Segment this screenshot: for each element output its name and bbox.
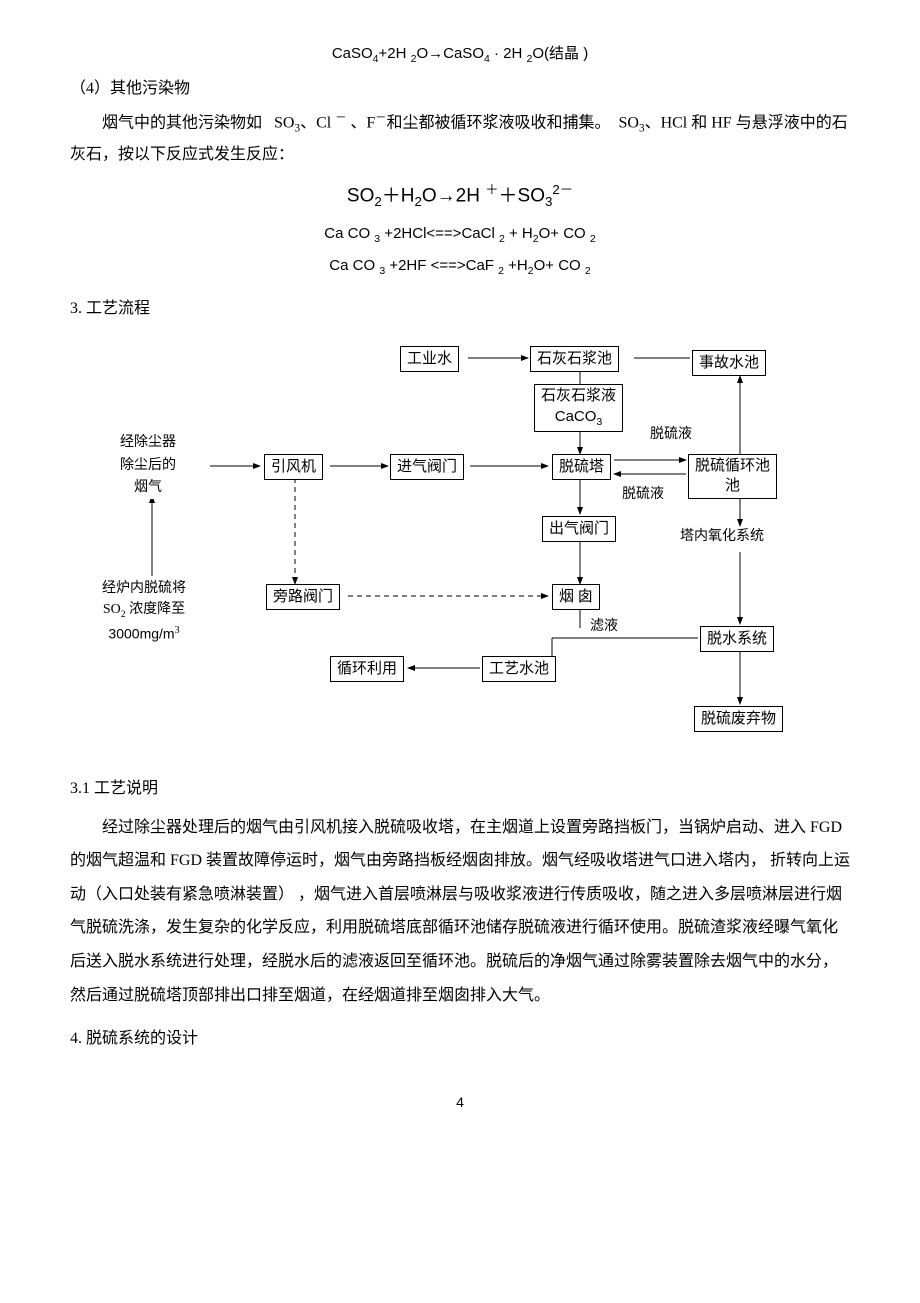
label-filtrate: 滤液 bbox=[588, 618, 620, 636]
node-inlet-valve: 进气阀门 bbox=[390, 454, 464, 480]
section-3-1-heading: 3.1 工艺说明 bbox=[70, 774, 850, 804]
node-bypass-valve: 旁路阀门 bbox=[266, 584, 340, 610]
node-desulfurization-tower: 脱硫塔 bbox=[552, 454, 611, 480]
node-furnace-desulfurization: 经炉内脱硫将 SO2 浓度降至 3000mg/m3 bbox=[100, 578, 188, 645]
furnace-l2: SO2 浓度降至 bbox=[103, 602, 185, 617]
node-oxidation-system: 塔内氧化系统 bbox=[678, 528, 766, 546]
node-desulfurization-waste: 脱硫废弃物 bbox=[694, 706, 783, 732]
node-accident-pool: 事故水池 bbox=[692, 350, 766, 376]
node-recycle: 循环利用 bbox=[330, 656, 404, 682]
paragraph-other-pollutants: 烟气中的其他污染物如 SO3、Cl － 、F－和尘都被循环浆液吸收和捕集。 SO… bbox=[70, 108, 850, 170]
furnace-l1: 经炉内脱硫将 bbox=[102, 581, 186, 596]
node-limestone-slurry-pool: 石灰石浆池 bbox=[530, 346, 619, 372]
node-chimney: 烟 囱 bbox=[552, 584, 600, 610]
equation-so2-h2o: SO2＋H2O→2H ＋＋SO32－ bbox=[70, 177, 850, 214]
node-process-water-pool: 工艺水池 bbox=[482, 656, 556, 682]
limestone-slurry-l2: CaCO3 bbox=[555, 408, 603, 425]
furnace-l3-sup: 3 bbox=[175, 625, 180, 636]
section-4-design-heading: 4. 脱硫系统的设计 bbox=[70, 1024, 850, 1054]
node-limestone-slurry: 石灰石浆液 CaCO3 bbox=[534, 384, 623, 432]
process-flow-diagram: 工业水 石灰石浆池 事故水池 石灰石浆液 CaCO3 脱硫液 经除尘器 除尘后的… bbox=[90, 336, 830, 756]
circ-pool-l2: 池 bbox=[725, 478, 740, 494]
section-4-heading: （4）其他污染物 bbox=[70, 74, 850, 104]
equation-caco3-hf: Ca CO 3 +2HF <==>CaF 2 +H2O+ CO 2 bbox=[70, 252, 850, 282]
node-outlet-valve: 出气阀门 bbox=[542, 516, 616, 542]
node-flue-gas: 经除尘器 除尘后的 烟气 bbox=[118, 432, 178, 499]
equation-caso4: CaSO4+2H 2O→CaSO4 · 2H 2O(结晶 ) bbox=[70, 40, 850, 70]
flue-gas-l1: 经除尘器 bbox=[120, 435, 176, 450]
node-circulation-pool: 脱硫循环池 池 bbox=[688, 454, 777, 499]
label-desulf-liquid-top: 脱硫液 bbox=[648, 426, 694, 444]
paragraph-process-description: 经过除尘器处理后的烟气由引风机接入脱硫吸收塔，在主烟道上设置旁路挡板门，当锅炉启… bbox=[70, 811, 850, 1013]
flue-gas-l3: 烟气 bbox=[134, 480, 162, 495]
label-desulf-liquid-mid: 脱硫液 bbox=[620, 486, 666, 504]
circ-pool-l1: 脱硫循环池 bbox=[695, 458, 770, 474]
node-dewatering-system: 脱水系统 bbox=[700, 626, 774, 652]
equation-caco3-hcl: Ca CO 3 +2HCl<==>CaCl 2 + H2O+ CO 2 bbox=[70, 220, 850, 250]
furnace-l3: 3000mg/m bbox=[108, 625, 174, 641]
section-3-heading: 3. 工艺流程 bbox=[70, 294, 850, 324]
node-induced-draft-fan: 引风机 bbox=[264, 454, 323, 480]
node-industrial-water: 工业水 bbox=[400, 346, 459, 372]
flue-gas-l2: 除尘后的 bbox=[120, 458, 176, 473]
limestone-slurry-l1: 石灰石浆液 bbox=[541, 388, 616, 404]
page-number: 4 bbox=[70, 1089, 850, 1116]
